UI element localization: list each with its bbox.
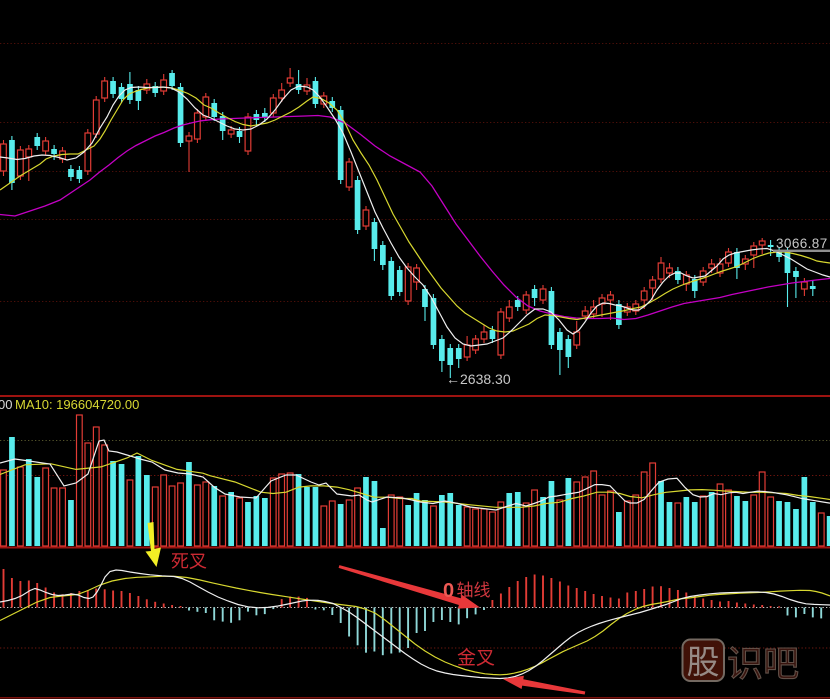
- svg-text:0: 0: [443, 580, 454, 602]
- svg-text:轴线: 轴线: [457, 581, 491, 600]
- svg-text:00: 00: [0, 397, 12, 412]
- svg-text:金叉: 金叉: [457, 647, 495, 669]
- svg-text:死叉: 死叉: [171, 552, 207, 572]
- svg-text:3066.87 -: 3066.87 -: [776, 236, 830, 251]
- svg-text:股: 股: [687, 644, 720, 681]
- svg-text:←2638.30: ←2638.30: [446, 371, 511, 387]
- svg-text:MA10: 196604720.00: MA10: 196604720.00: [15, 397, 139, 412]
- svg-text:识吧: 识吧: [727, 643, 799, 684]
